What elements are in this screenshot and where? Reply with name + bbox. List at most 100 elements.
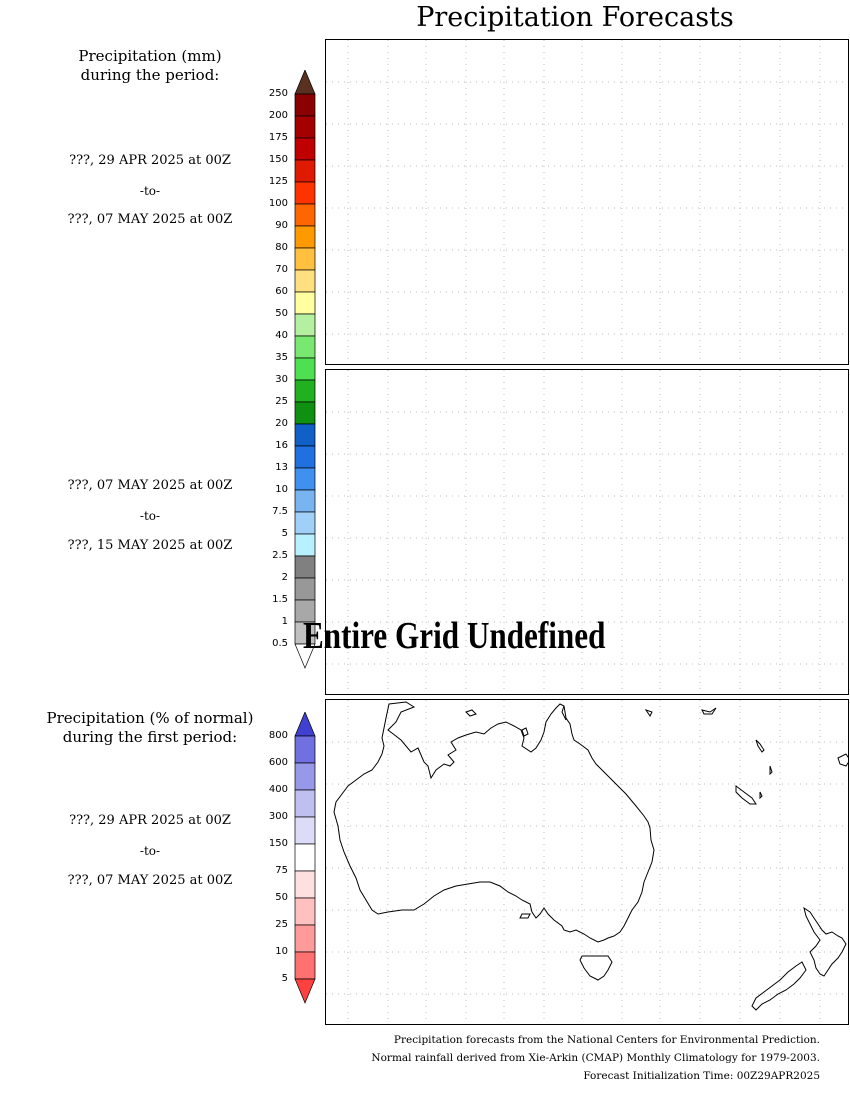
colorbar-tick-label: 1 bbox=[281, 616, 288, 627]
colorbar-tick-label: 25 bbox=[275, 919, 288, 930]
panel2-grid bbox=[326, 370, 848, 694]
precip-colorbar bbox=[294, 70, 316, 669]
colorbar-tick-label: 10 bbox=[275, 484, 288, 495]
colorbar-swatch bbox=[294, 467, 316, 491]
colorbar-tick-label: 20 bbox=[275, 418, 288, 429]
forecast-panel-1 bbox=[325, 39, 849, 365]
period1-start: ???, 29 APR 2025 at 00Z bbox=[69, 153, 231, 168]
percent-normal-map-panel bbox=[325, 699, 849, 1025]
colorbar-swatch bbox=[294, 423, 316, 447]
colorbar-tick-label: 1.5 bbox=[272, 594, 288, 605]
colorbar-swatch bbox=[294, 379, 316, 403]
period3-to: -to- bbox=[139, 844, 161, 858]
new-zealand-north-island bbox=[803, 906, 847, 977]
colorbar-top-arrow bbox=[294, 70, 316, 95]
colorbar-tick-label: 75 bbox=[275, 865, 288, 876]
panel1-grid bbox=[326, 40, 848, 364]
period2-to: -to- bbox=[139, 509, 161, 523]
colorbar-swatch bbox=[294, 203, 316, 227]
colorbar-swatch bbox=[294, 843, 316, 872]
colorbar-tick-label: 60 bbox=[275, 286, 288, 297]
colorbar-tick-label: 7.5 bbox=[272, 506, 288, 517]
new-caledonia bbox=[735, 785, 757, 805]
forecast-panel-2 bbox=[325, 369, 849, 695]
colorbar-swatch bbox=[294, 159, 316, 183]
colorbar-swatch bbox=[294, 247, 316, 271]
colorbar-swatch bbox=[294, 577, 316, 601]
australia-nz-map bbox=[333, 701, 848, 1011]
colorbar-tick-label: 90 bbox=[275, 220, 288, 231]
colorbar-tick-label: 125 bbox=[268, 176, 288, 187]
pct-colorbar bbox=[294, 712, 316, 1004]
period1-to: -to- bbox=[139, 184, 161, 198]
pct-header: Precipitation (% of normal) during the f… bbox=[46, 709, 254, 746]
footer-line-1: Precipitation forecasts from the Nationa… bbox=[393, 1034, 820, 1046]
colorbar-tick-label: 5 bbox=[281, 973, 288, 984]
colorbar-swatch bbox=[294, 181, 316, 205]
colorbar-swatch bbox=[294, 401, 316, 425]
colorbar-swatch bbox=[294, 735, 316, 764]
colorbar-tick-label: 175 bbox=[268, 132, 288, 143]
colorbar-top-arrow bbox=[294, 712, 316, 737]
colorbar-swatch bbox=[294, 291, 316, 315]
colorbar-swatch bbox=[294, 313, 316, 337]
footer-line-3: Forecast Initialization Time: 00Z29APR20… bbox=[583, 1070, 820, 1082]
period3-start: ???, 29 APR 2025 at 00Z bbox=[69, 813, 231, 828]
colorbar-tick-label: 150 bbox=[268, 838, 288, 849]
colorbar-tick-label: 70 bbox=[275, 264, 288, 275]
colorbar-tick-label: 50 bbox=[275, 892, 288, 903]
colorbar-swatch bbox=[294, 533, 316, 557]
colorbar-swatch bbox=[294, 924, 316, 953]
colorbar-tick-label: 0.5 bbox=[272, 638, 288, 649]
colorbar-tick-label: 35 bbox=[275, 352, 288, 363]
colorbar-tick-label: 16 bbox=[275, 440, 288, 451]
colorbar-tick-label: 250 bbox=[268, 88, 288, 99]
colorbar-tick-label: 2.5 bbox=[272, 550, 288, 561]
colorbar-tick-label: 30 bbox=[275, 374, 288, 385]
colorbar-swatch bbox=[294, 897, 316, 926]
colorbar-tick-label: 100 bbox=[268, 198, 288, 209]
colorbar-tick-label: 600 bbox=[268, 757, 288, 768]
period2-end: ???, 15 MAY 2025 at 00Z bbox=[67, 538, 233, 553]
footer-line-2: Normal rainfall derived from Xie-Arkin (… bbox=[371, 1052, 820, 1064]
colorbar-tick-label: 10 bbox=[275, 946, 288, 957]
new-zealand-south-island bbox=[751, 961, 807, 1011]
colorbar-tick-label: 300 bbox=[268, 811, 288, 822]
colorbar-tick-label: 5 bbox=[281, 528, 288, 539]
period1-end: ???, 07 MAY 2025 at 00Z bbox=[67, 212, 233, 227]
colorbar-tick-label: 13 bbox=[275, 462, 288, 473]
undefined-grid-message: Entire Grid Undefined bbox=[303, 615, 606, 657]
colorbar-swatch bbox=[294, 816, 316, 845]
colorbar-tick-label: 25 bbox=[275, 396, 288, 407]
page-title: Precipitation Forecasts bbox=[416, 2, 734, 33]
colorbar-tick-label: 2 bbox=[281, 572, 288, 583]
colorbar-swatch bbox=[294, 870, 316, 899]
colorbar-swatch bbox=[294, 951, 316, 980]
tasmania-coastline bbox=[579, 955, 613, 981]
colorbar-bottom-arrow bbox=[294, 643, 316, 669]
solomon-islands bbox=[755, 739, 765, 753]
colorbar-tick-label: 800 bbox=[268, 730, 288, 741]
colorbar-tick-label: 80 bbox=[275, 242, 288, 253]
colorbar-tick-label: 40 bbox=[275, 330, 288, 341]
colorbar-tick-label: 200 bbox=[268, 110, 288, 121]
period2-start: ???, 07 MAY 2025 at 00Z bbox=[67, 478, 233, 493]
colorbar-swatch bbox=[294, 93, 316, 117]
colorbar-swatch bbox=[294, 357, 316, 381]
precip-header: Precipitation (mm) during the period: bbox=[78, 47, 222, 84]
colorbar-swatch bbox=[294, 269, 316, 293]
colorbar-tick-label: 150 bbox=[268, 154, 288, 165]
colorbar-tick-label: 400 bbox=[268, 784, 288, 795]
colorbar-swatch bbox=[294, 445, 316, 469]
colorbar-swatch bbox=[294, 762, 316, 791]
colorbar-swatch bbox=[294, 489, 316, 513]
australia-coastline bbox=[333, 701, 655, 943]
colorbar-swatch bbox=[294, 555, 316, 579]
colorbar-bottom-arrow bbox=[294, 978, 316, 1004]
period3-end: ???, 07 MAY 2025 at 00Z bbox=[67, 873, 233, 888]
colorbar-swatch bbox=[294, 511, 316, 535]
colorbar-swatch bbox=[294, 335, 316, 359]
colorbar-swatch bbox=[294, 137, 316, 161]
colorbar-swatch bbox=[294, 115, 316, 139]
colorbar-swatch bbox=[294, 789, 316, 818]
